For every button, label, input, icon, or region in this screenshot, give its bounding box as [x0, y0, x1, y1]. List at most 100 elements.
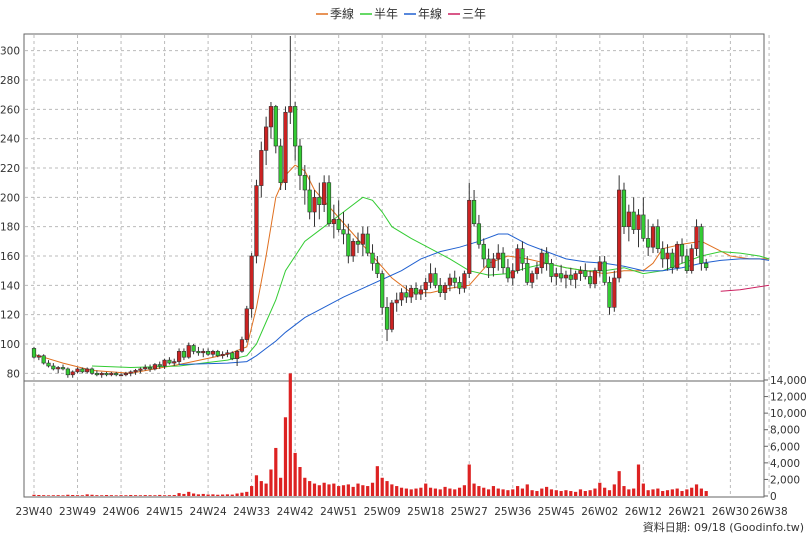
- date-tick-label: 23W40: [15, 506, 52, 518]
- volume-bar: [501, 489, 505, 496]
- candle-body: [665, 252, 670, 260]
- candle-body: [278, 145, 283, 183]
- volume-bar: [549, 489, 554, 496]
- volume-bar: [375, 466, 379, 496]
- candle-body: [157, 364, 162, 367]
- candle-body: [172, 361, 177, 364]
- volume-bar: [250, 486, 254, 496]
- volume-bar: [138, 495, 142, 496]
- volume-bar: [293, 452, 297, 496]
- date-tick-label: 24W06: [102, 506, 139, 518]
- volume-bar: [598, 482, 602, 496]
- volume-bar: [646, 490, 650, 496]
- candle-body: [559, 273, 564, 279]
- date-axis: 23W40 23W49 24W06 24W15 24W24 24W33 24W42 24W51…: [15, 506, 787, 518]
- volume-bar: [46, 495, 51, 496]
- candle-body: [297, 145, 303, 176]
- volume-bar: [535, 491, 539, 496]
- candle-body: [428, 273, 433, 283]
- candle-body: [679, 243, 685, 257]
- candle-body: [621, 189, 627, 227]
- volume-tick-label: 10,000: [770, 408, 807, 420]
- volume-bar: [288, 373, 292, 496]
- ma-line: [720, 284, 770, 292]
- volume-bars: [32, 373, 708, 496]
- candle-body: [699, 226, 704, 264]
- candle-body: [675, 243, 680, 269]
- volume-bar: [559, 491, 563, 496]
- candle-body: [384, 307, 390, 330]
- candle-body: [534, 267, 540, 274]
- candle-body: [283, 111, 288, 183]
- volume-bar: [269, 469, 273, 496]
- candle-body: [467, 199, 472, 274]
- volume-bar: [95, 495, 99, 496]
- price-tick-label: 160: [0, 251, 20, 263]
- volume-bar: [482, 487, 486, 496]
- candle-body: [239, 339, 245, 352]
- candle-body: [75, 368, 80, 373]
- volume-bar: [569, 491, 573, 496]
- candle-body: [481, 243, 486, 260]
- volume-bar: [462, 485, 467, 496]
- candle-body: [365, 233, 370, 254]
- volume-bar: [457, 487, 462, 496]
- volume-bar: [578, 489, 583, 496]
- price-axis: 80 100 120 140 160 180 200 220 240 260 280 300: [0, 46, 20, 381]
- candle-body: [496, 252, 501, 260]
- volume-bar: [187, 491, 191, 496]
- candle-body: [583, 270, 588, 277]
- volume-bar: [564, 490, 568, 496]
- candle-body: [41, 355, 46, 364]
- candle-body: [143, 367, 148, 370]
- candle-body: [433, 273, 438, 286]
- price-tick-label: 220: [0, 163, 20, 175]
- volume-bar: [119, 495, 123, 496]
- candle-body: [631, 211, 636, 230]
- date-tick-label: 25W18: [407, 506, 444, 518]
- volume-bar: [641, 483, 645, 496]
- candle-body: [249, 255, 254, 310]
- candle-body: [128, 371, 133, 374]
- candle-body: [568, 274, 573, 280]
- candle-body: [573, 273, 578, 280]
- volume-bar: [322, 482, 326, 496]
- volume-bar: [511, 489, 515, 496]
- candlesticks: [31, 36, 709, 378]
- candle-body: [394, 299, 399, 304]
- candle-body: [118, 374, 124, 377]
- candle-body: [380, 273, 385, 308]
- date-tick-label: 25W27: [451, 506, 488, 518]
- volume-bar: [317, 485, 321, 496]
- candle-body: [452, 277, 457, 283]
- candle-body: [51, 365, 56, 370]
- legend-label: 半年: [374, 7, 398, 21]
- candle-body: [389, 302, 394, 330]
- volume-bar: [216, 494, 220, 496]
- volume-tick-label: 0: [770, 491, 777, 503]
- volume-bar: [279, 477, 283, 496]
- date-tick-label: 25W09: [364, 506, 401, 518]
- volume-bar: [298, 467, 302, 496]
- price-tick-label: 140: [0, 280, 20, 292]
- candle-body: [646, 238, 651, 248]
- candle-body: [60, 367, 66, 370]
- candle-body: [114, 373, 119, 376]
- candle-body: [370, 252, 375, 264]
- candle-body: [31, 348, 37, 358]
- candle-body: [641, 214, 646, 239]
- volume-bar: [540, 488, 544, 496]
- volume-plot-frame: [23, 380, 765, 498]
- volume-bar: [211, 494, 215, 496]
- candle-body: [36, 355, 41, 358]
- volume-bar: [409, 489, 413, 496]
- volume-bar: [259, 481, 263, 496]
- candle-body: [210, 351, 216, 355]
- volume-tick-label: 4,000: [770, 458, 800, 470]
- volume-bar: [337, 486, 341, 496]
- volume-bar: [636, 464, 641, 496]
- candle-body: [307, 189, 312, 213]
- candle-body: [404, 292, 409, 298]
- candle-body: [399, 292, 404, 301]
